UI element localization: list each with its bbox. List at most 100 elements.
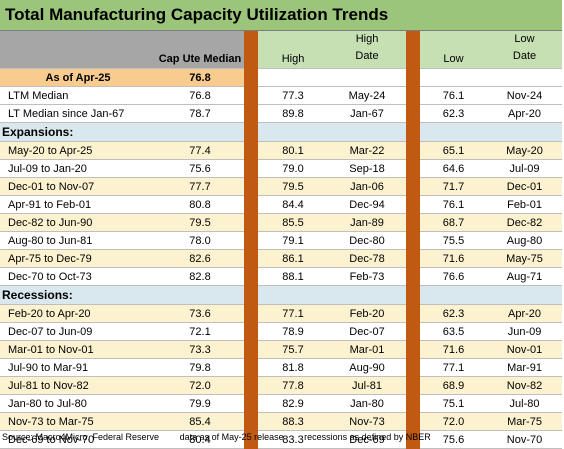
period-label: Apr-75 to Dec-79 <box>0 249 156 268</box>
high-value: 77.1 <box>258 304 328 323</box>
column-separator <box>244 213 258 232</box>
low-value: 71.6 <box>420 249 487 268</box>
column-separator <box>244 68 258 87</box>
expansion-row: Apr-75 to Dec-79 82.6 86.1 Dec-78 71.6 May-75 <box>0 249 563 268</box>
header-high: High <box>258 30 328 69</box>
high-value: 80.1 <box>258 141 328 160</box>
column-separator <box>406 122 420 142</box>
cap-ute-median-value: 78.0 <box>156 231 244 250</box>
period-label: Feb-20 to Apr-20 <box>0 304 156 323</box>
high-date-value: Dec-94 <box>328 195 406 214</box>
column-separator <box>244 195 258 214</box>
column-separator <box>406 68 420 87</box>
column-separator <box>244 340 258 359</box>
low-value: 68.7 <box>420 213 487 232</box>
header-cap-ute-median: Cap Ute Median <box>156 30 244 69</box>
period-label: Jan-80 to Jul-80 <box>0 394 156 413</box>
footer-source: Source: Macro4Micro, Federal Reserve <box>2 432 160 442</box>
high-date-value: Dec-78 <box>328 249 406 268</box>
high-date-value: Jul-81 <box>328 376 406 395</box>
high-value: 81.8 <box>258 358 328 377</box>
period-label: Mar-01 to Nov-01 <box>0 340 156 359</box>
period-label: LTM Median <box>0 86 156 105</box>
summary-row: LT Median since Jan-67 78.7 89.8 Jan-67 62.3… <box>0 104 563 123</box>
column-separator <box>244 141 258 160</box>
recessions-section-header: Recessions: <box>0 285 563 305</box>
period-label: Dec-82 to Jun-90 <box>0 213 156 232</box>
recession-row: Jul-90 to Mar-91 79.8 81.8 Aug-90 77.1 Mar-91 <box>0 358 563 377</box>
expansion-row: Dec-70 to Oct-73 82.8 88.1 Feb-73 76.6 Aug-71 <box>0 267 563 286</box>
high-value: 79.0 <box>258 159 328 178</box>
high-date-value: Aug-90 <box>328 358 406 377</box>
period-label: Jul-81 to Nov-82 <box>0 376 156 395</box>
low-date-value: Nov-70 <box>487 430 563 449</box>
column-separator <box>406 285 420 305</box>
high-date-value: Mar-01 <box>328 340 406 359</box>
low-date-value: Aug-80 <box>487 231 563 250</box>
column-separator <box>244 376 258 395</box>
low-value: 72.0 <box>420 412 487 431</box>
period-label: May-20 to Apr-25 <box>0 141 156 160</box>
high-value: 78.9 <box>258 322 328 341</box>
expansion-row: Apr-91 to Feb-01 80.8 84.4 Dec-94 76.1 Feb-01 <box>0 195 563 214</box>
as-of-blank-high <box>258 68 406 87</box>
cap-ute-median-value: 79.8 <box>156 358 244 377</box>
period-label: Dec-07 to Jun-09 <box>0 322 156 341</box>
column-separator <box>406 86 420 105</box>
column-separator <box>406 376 420 395</box>
period-label: Nov-73 to Mar-75 <box>0 412 156 431</box>
high-date-value: Feb-73 <box>328 267 406 286</box>
high-date-value: Mar-22 <box>328 141 406 160</box>
cap-ute-median-value: 80.4 <box>156 430 244 449</box>
expansion-row: Dec-01 to Nov-07 77.7 79.5 Jan-06 71.7 Dec-01 <box>0 177 563 196</box>
header-low-date-text: Low Date <box>512 33 537 62</box>
period-label: Dec-70 to Oct-73 <box>0 267 156 286</box>
cap-ute-median-value: 75.6 <box>156 159 244 178</box>
high-value: 75.7 <box>258 340 328 359</box>
as-of-value: 76.8 <box>156 68 244 87</box>
column-separator <box>406 177 420 196</box>
recession-row: Jan-80 to Jul-80 79.9 82.9 Jan-80 75.1 Jul-80 <box>0 394 563 413</box>
column-separator <box>244 30 258 69</box>
column-separator <box>406 430 420 449</box>
expansion-row: Dec-82 to Jun-90 79.5 85.5 Jan-89 68.7 Dec-82 <box>0 213 563 232</box>
as-of-label: As of Apr-25 <box>0 68 156 87</box>
high-date-value: Sep-18 <box>328 159 406 178</box>
low-value: 76.6 <box>420 267 487 286</box>
high-value: 84.4 <box>258 195 328 214</box>
period-label: Dec-01 to Nov-07 <box>0 177 156 196</box>
low-value: 62.3 <box>420 304 487 323</box>
high-date-value: May-24 <box>328 86 406 105</box>
low-date-value: Nov-82 <box>487 376 563 395</box>
low-date-value: May-20 <box>487 141 563 160</box>
cap-ute-median-value: 73.3 <box>156 340 244 359</box>
period-label: Aug-80 to Jun-81 <box>0 231 156 250</box>
high-date-value: Jan-89 <box>328 213 406 232</box>
expansions-section-header-blank <box>258 122 406 142</box>
column-separator <box>244 394 258 413</box>
column-separator <box>244 122 258 142</box>
recession-row: Mar-01 to Nov-01 73.3 75.7 Mar-01 71.6 Nov-01 <box>0 340 563 359</box>
low-date-value: Mar-91 <box>487 358 563 377</box>
column-separator <box>406 30 420 69</box>
low-value: 64.6 <box>420 159 487 178</box>
expansions-section-header: Expansions: <box>0 122 563 142</box>
cap-ute-median-value: 82.8 <box>156 267 244 286</box>
column-separator <box>406 412 420 431</box>
as-of-blank-low <box>420 68 563 87</box>
header-high-date-text: High Date <box>355 33 379 62</box>
header-label-blank <box>0 30 156 69</box>
cap-ute-median-value: 79.9 <box>156 394 244 413</box>
low-date-value: Jun-09 <box>487 322 563 341</box>
low-value: 65.1 <box>420 141 487 160</box>
low-date-value: Jul-09 <box>487 159 563 178</box>
high-value: 89.8 <box>258 104 328 123</box>
expansion-row: May-20 to Apr-25 77.4 80.1 Mar-22 65.1 May-20 <box>0 141 563 160</box>
high-date-value: Jan-67 <box>328 104 406 123</box>
low-value: 62.3 <box>420 104 487 123</box>
high-date-value: Dec-80 <box>328 231 406 250</box>
column-separator <box>244 86 258 105</box>
low-value: 76.1 <box>420 195 487 214</box>
